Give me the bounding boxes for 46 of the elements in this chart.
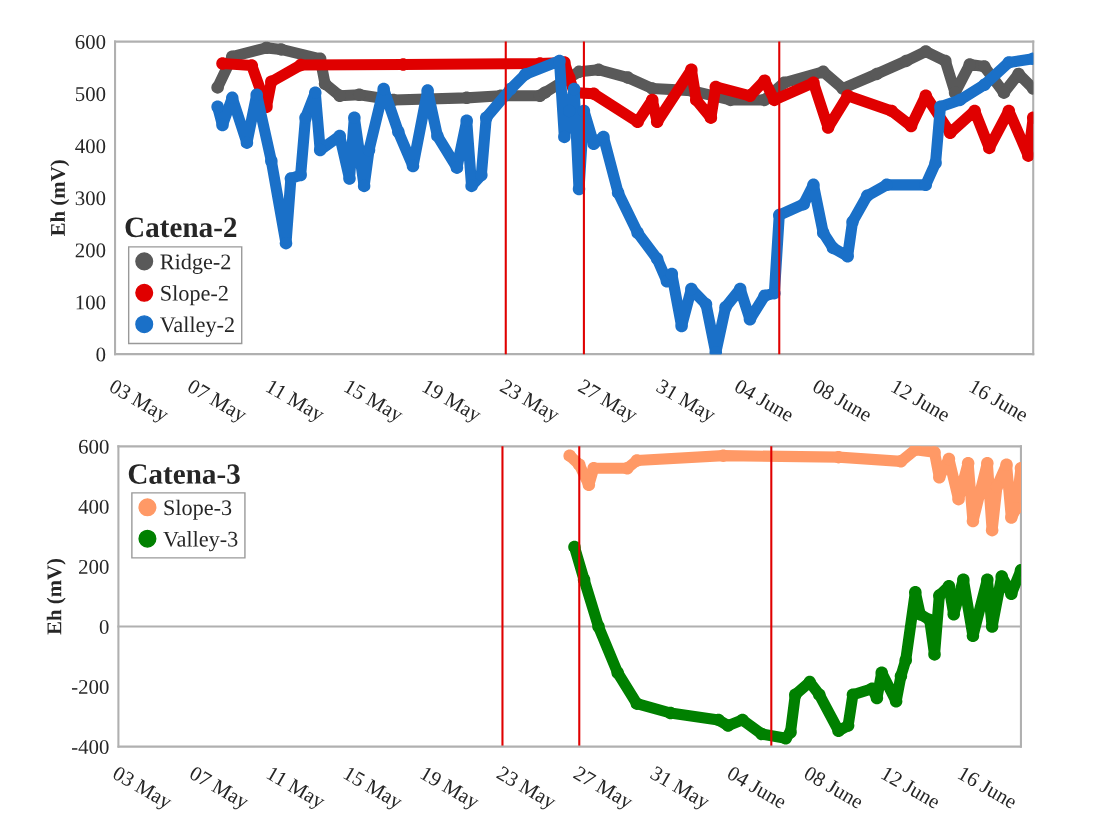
y-tick-label: 0 xyxy=(96,347,106,362)
x-tick-label: 19 May xyxy=(417,766,481,814)
x-tick-label: 23 May xyxy=(493,765,558,814)
x-tick-label: 31 May xyxy=(647,765,712,814)
x-tick-label: 04 June xyxy=(733,378,795,423)
text: Catena-2 xyxy=(125,217,237,238)
x-tick-label: 04 June xyxy=(726,765,788,810)
y-tick-label: 600 xyxy=(75,34,106,50)
x-tick-label: 08 June xyxy=(811,378,874,423)
y-tick-label: 400 xyxy=(75,139,106,154)
x-tick-label: 16 June xyxy=(957,766,1018,810)
x-tick-label: 16 June xyxy=(968,379,1030,423)
x-tick-label: 03 May xyxy=(109,765,174,814)
y-tick-label: 200 xyxy=(75,243,106,258)
y-tick-label: 500 xyxy=(75,87,106,102)
x-tick-label: 07 May xyxy=(186,765,251,814)
x-tick-label: 15 May xyxy=(341,379,405,427)
y-tick-label: 300 xyxy=(75,191,106,206)
y-tick-label: 400 xyxy=(78,499,109,514)
y-axis-title: Eh (mV) xyxy=(50,160,70,237)
x-tick-label: 08 June xyxy=(803,765,865,810)
x-tick-label: 31 May xyxy=(653,378,718,427)
x-tick-label: 27 May xyxy=(575,378,640,427)
x-tick-label: 11 May xyxy=(264,766,327,813)
x-tick-label: 12 June xyxy=(890,379,952,423)
legend-label: Slope-2 xyxy=(161,285,228,306)
x-tick-label: 07 May xyxy=(184,378,249,427)
chart-title: Catena-3 xyxy=(128,464,240,484)
legend-label: Valley-2 xyxy=(160,316,234,337)
x-tick-label: 23 May xyxy=(497,378,562,427)
x-tick-label: 11 May xyxy=(263,379,326,426)
y-tick-label: -200 xyxy=(71,679,109,695)
y-tick-label: 200 xyxy=(79,559,109,574)
y-tick-label: 600 xyxy=(79,439,109,454)
legend-label: Slope-3 xyxy=(164,499,232,520)
x-tick-label: 03 May xyxy=(106,378,171,427)
y-axis-title: Eh (mV) xyxy=(46,558,66,635)
x-tick-label: 19 May xyxy=(419,379,483,427)
x-tick-label: 15 May xyxy=(340,766,405,814)
y-tick-label: 100 xyxy=(76,295,106,310)
x-tick-label: 27 May xyxy=(570,765,635,814)
legend-label: Valley-3 xyxy=(163,531,238,552)
legend-label: Ridge-2 xyxy=(160,253,231,274)
y-tick-label: 0 xyxy=(99,619,109,634)
x-tick-label: 12 June xyxy=(880,766,942,810)
y-tick-label: -400 xyxy=(71,740,109,755)
